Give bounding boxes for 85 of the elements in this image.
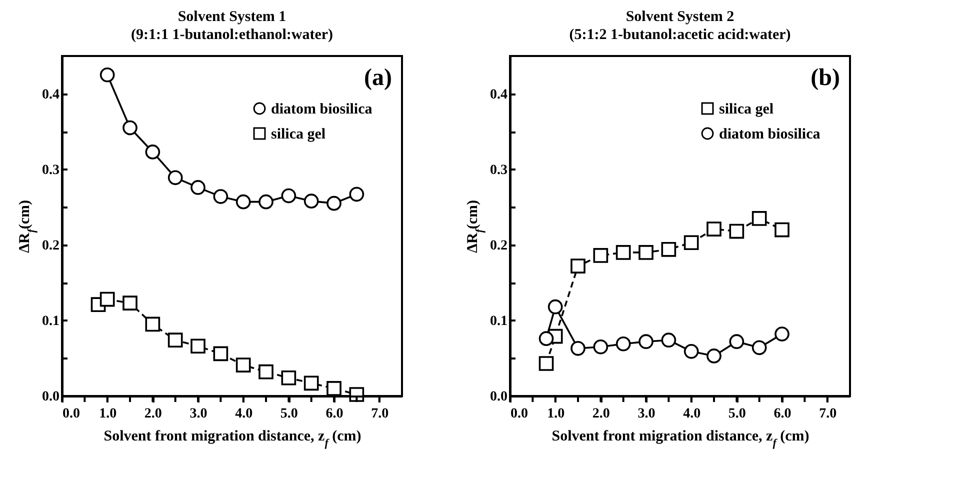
x-tick-label: 7.0 <box>371 406 389 422</box>
chart-title: Solvent System 1 <box>178 9 286 25</box>
point <box>236 358 251 372</box>
y-tick-label: 0.0 <box>490 390 508 404</box>
point <box>661 242 676 257</box>
legend-label: diatom biosilica <box>271 102 373 118</box>
point <box>729 334 744 350</box>
point <box>774 326 790 342</box>
x-axis-title: Solvent front migration distance, z$_{f}$ (cm) <box>104 428 362 450</box>
point <box>752 340 767 356</box>
point <box>145 144 160 160</box>
y-tick-label: 0.1 <box>490 314 508 329</box>
point <box>100 292 115 307</box>
y-tick-label: 0.0 <box>42 390 60 404</box>
y-tick-label: 0.3 <box>42 162 60 178</box>
point <box>168 170 183 186</box>
point <box>190 180 206 195</box>
chart-title: Solvent System 2 <box>626 9 734 25</box>
point <box>304 376 319 391</box>
chart-subtitle: (9:1:1 1-butanol:ethanol:water) <box>130 27 334 43</box>
point <box>638 245 654 260</box>
x-tick-label: 4.0 <box>683 406 701 422</box>
x-tick-label: 5.0 <box>280 406 298 422</box>
point <box>281 370 296 386</box>
point <box>145 316 160 332</box>
point <box>349 186 364 202</box>
legend-label: diatom biosilica <box>719 126 821 142</box>
point <box>213 189 228 204</box>
point <box>570 340 586 356</box>
y-tick-label: 0.2 <box>42 238 60 254</box>
x-tick-label: 3.0 <box>638 406 656 422</box>
point <box>774 222 790 238</box>
chart-subtitle: (5:1:2 1-butanol:acetic acid:water) <box>569 27 791 43</box>
point <box>616 245 631 260</box>
y-tick-label: 0.3 <box>490 162 508 178</box>
x-tick-label: 6.0 <box>326 406 344 422</box>
point <box>326 196 342 211</box>
point <box>236 194 251 210</box>
x-tick-label: 4.0 <box>235 406 253 422</box>
point <box>122 296 138 310</box>
point <box>593 339 608 354</box>
point <box>684 235 699 250</box>
point <box>213 346 228 362</box>
point <box>706 222 722 236</box>
legend-label: silica gel <box>719 102 774 118</box>
point <box>304 194 319 208</box>
x-tick-label: 6.0 <box>774 406 792 422</box>
point <box>616 336 631 352</box>
point <box>538 356 554 371</box>
y-tick-label: 0.4 <box>42 87 60 102</box>
point <box>593 248 608 263</box>
point <box>190 338 206 354</box>
annotation: (b) <box>810 65 840 91</box>
point <box>281 188 296 204</box>
y-tick-label: 0.4 <box>490 87 508 102</box>
point <box>548 299 563 314</box>
point <box>538 331 554 346</box>
point <box>122 120 138 136</box>
x-tick-label: 3.0 <box>190 406 208 422</box>
point <box>638 334 654 350</box>
point <box>100 67 115 82</box>
point <box>258 194 274 210</box>
point <box>258 364 274 380</box>
y-tick-label: 0.1 <box>42 314 60 329</box>
x-tick-label: 0.0 <box>62 406 80 422</box>
point <box>661 332 676 348</box>
x-tick-label: 7.0 <box>819 406 837 422</box>
legend-label: silica gel <box>271 126 326 142</box>
x-tick-label: 1.0 <box>547 406 565 422</box>
annotation: (a) <box>364 65 392 91</box>
point <box>326 381 342 396</box>
x-tick-label: 2.0 <box>144 406 162 422</box>
point <box>570 258 586 274</box>
point <box>349 387 364 402</box>
point <box>706 348 722 364</box>
y-tick-label: 0.2 <box>490 238 508 254</box>
x-tick-label: 5.0 <box>728 406 746 422</box>
point <box>684 344 699 359</box>
point <box>752 211 767 226</box>
x-tick-label: 0.0 <box>510 406 528 422</box>
x-tick-label: 1.0 <box>99 406 117 422</box>
x-tick-label: 2.0 <box>592 406 610 422</box>
point <box>729 224 744 239</box>
point <box>168 332 183 348</box>
x-axis-title: Solvent front migration distance, z$_{f}$ (cm) <box>552 428 810 450</box>
